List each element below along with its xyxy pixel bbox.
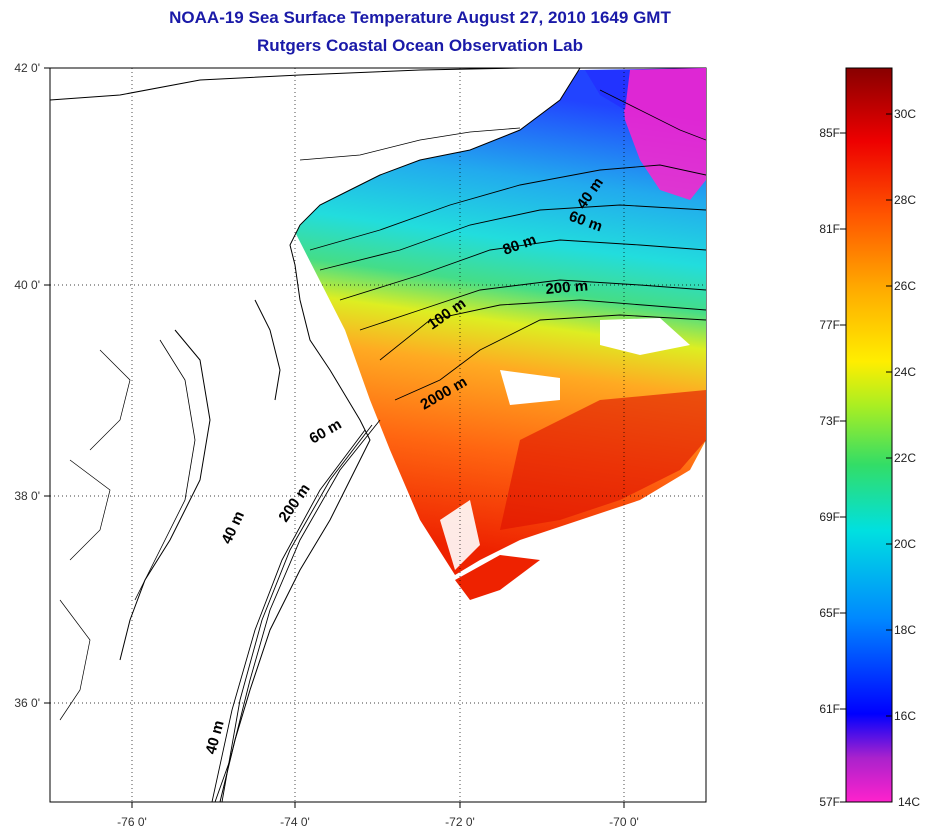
colorbar-c-label: 16C bbox=[894, 709, 916, 723]
lon-label: -70 0' bbox=[609, 815, 639, 829]
colorbar-ticks bbox=[840, 113, 892, 803]
colorbar-f-label: 73F bbox=[819, 414, 840, 428]
contour-2000m bbox=[394, 314, 706, 401]
axis-ticks bbox=[44, 67, 625, 808]
river-outline bbox=[89, 349, 131, 451]
colorbar-c-label: 22C bbox=[894, 451, 916, 465]
river-outline bbox=[59, 599, 91, 721]
colorbar bbox=[845, 67, 893, 803]
colorbar-f-label: 77F bbox=[819, 318, 840, 332]
contour-80m bbox=[339, 239, 706, 301]
lon-label: -72 0' bbox=[445, 815, 475, 829]
chesapeake-bay-outline bbox=[119, 329, 211, 661]
warm-core-region bbox=[500, 390, 706, 530]
delaware-bay-outline bbox=[254, 299, 281, 401]
colorbar-f-label: 85F bbox=[819, 126, 840, 140]
colorbar-f-label: 61F bbox=[819, 702, 840, 716]
lat-label: 40 0' bbox=[14, 278, 40, 292]
map-subtitle: Rutgers Coastal Ocean Observation Lab bbox=[257, 36, 583, 55]
map-title: NOAA-19 Sea Surface Temperature August 2… bbox=[169, 8, 671, 27]
contour-label: 200 m bbox=[545, 277, 589, 298]
lat-label: 38 0' bbox=[14, 489, 40, 503]
contour-shelf-2 bbox=[221, 424, 373, 802]
colorbar-f-label: 57F bbox=[819, 795, 840, 809]
colorbar-c-label: 14C bbox=[898, 795, 920, 809]
lon-label: -76 0' bbox=[117, 815, 147, 829]
contour-shelf-3 bbox=[211, 429, 366, 802]
contour-shelf-1 bbox=[214, 419, 381, 802]
cold-water-patch bbox=[585, 70, 630, 110]
sst-fragments bbox=[455, 555, 540, 600]
long-island-outline bbox=[299, 127, 521, 161]
colorbar-c-label: 18C bbox=[894, 623, 916, 637]
cloud-patch bbox=[500, 370, 560, 405]
bay-inner-outline bbox=[134, 339, 196, 601]
lat-lon-grid bbox=[50, 68, 706, 802]
colorbar-c-label: 28C bbox=[894, 193, 916, 207]
colorbar-f-label: 69F bbox=[819, 510, 840, 524]
cold-water-region bbox=[620, 68, 706, 200]
contour-100m bbox=[379, 299, 706, 361]
colorbar-c-label: 30C bbox=[894, 107, 916, 121]
colorbar-f-label: 65F bbox=[819, 606, 840, 620]
colorbar-c-label: 24C bbox=[894, 365, 916, 379]
lat-label: 42 0' bbox=[14, 61, 40, 75]
land-mass bbox=[50, 68, 581, 802]
cloud-patch bbox=[600, 318, 690, 355]
river-outline bbox=[69, 459, 111, 561]
cloud-patch bbox=[440, 500, 480, 570]
lon-label: -74 0' bbox=[280, 815, 310, 829]
colorbar-c-label: 20C bbox=[894, 537, 916, 551]
contour-200m bbox=[359, 279, 706, 331]
colorbar-c-label: 26C bbox=[894, 279, 916, 293]
contour-60m bbox=[319, 204, 706, 271]
lat-label: 36 0' bbox=[14, 696, 40, 710]
cape-cod-outline bbox=[599, 89, 706, 141]
contour-40m bbox=[309, 164, 706, 251]
colorbar-f-label: 81F bbox=[819, 222, 840, 236]
